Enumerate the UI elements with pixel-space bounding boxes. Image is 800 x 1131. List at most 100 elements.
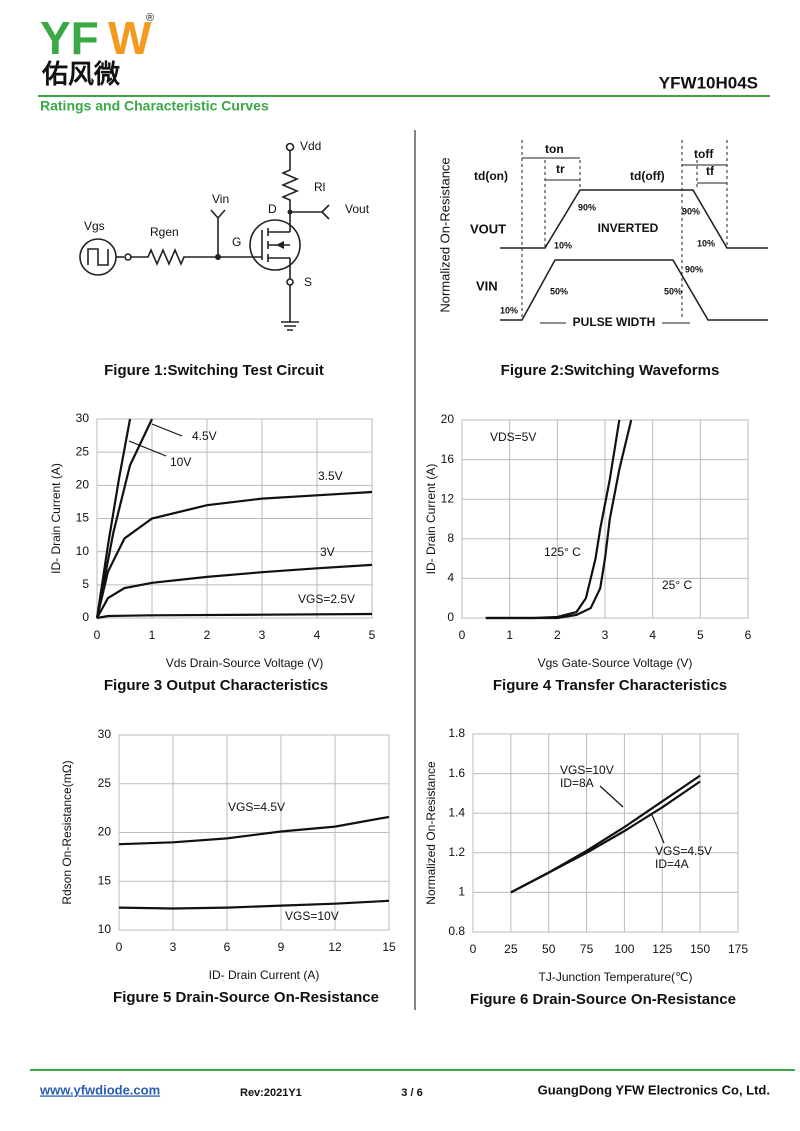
x-axis-label: ID- Drain Current (A) <box>209 968 320 982</box>
x-tick-label: 75 <box>580 942 594 956</box>
footer-website[interactable]: www.yfwdiode.com <box>39 1082 160 1097</box>
logo-right: W <box>108 12 152 64</box>
x-tick-label: 1 <box>506 628 513 642</box>
logo-subtitle: 佑风微 <box>41 59 120 89</box>
data-line <box>95 418 153 619</box>
figure-caption: Figure 1:Switching Test Circuit <box>104 362 324 379</box>
series-label: 3.5V <box>318 469 343 483</box>
x-axis-label: Vds Drain-Source Voltage (V) <box>166 656 323 670</box>
data-line <box>118 899 390 910</box>
figure-caption: Figure 3 Output Characteristics <box>104 677 328 694</box>
label-arrow <box>128 440 167 457</box>
logo-left: YF <box>40 12 99 64</box>
waveform-label: VIN <box>476 278 498 293</box>
x-tick-label: 2 <box>554 628 561 642</box>
waveform-label: 50% <box>664 286 682 296</box>
figure-caption: Figure 4 Transfer Characteristics <box>493 677 727 694</box>
x-tick-label: 0 <box>94 628 101 642</box>
x-tick-label: 6 <box>745 628 752 642</box>
footer-page: 3 / 6 <box>401 1087 422 1099</box>
switching-waveforms <box>500 140 768 324</box>
y-tick-label: 0 <box>82 610 89 624</box>
y-tick-label: 20 <box>441 412 455 426</box>
y-axis-label: ID- Drain Current (A) <box>424 464 438 575</box>
y-tick-label: 30 <box>76 411 90 425</box>
series-label: 10V <box>170 455 191 469</box>
waveform-label: td(off) <box>630 169 665 183</box>
y-tick-label: 1.2 <box>448 845 465 859</box>
plot-area <box>472 733 739 933</box>
series-label: VGS=10V <box>285 909 339 923</box>
x-tick-label: 0 <box>459 628 466 642</box>
waveform-label: PULSE WIDTH <box>573 315 656 329</box>
x-tick-label: 5 <box>369 628 376 642</box>
y-tick-label: 10 <box>98 922 112 936</box>
data-line <box>96 612 373 620</box>
x-tick-label: 150 <box>690 942 710 956</box>
x-tick-label: 15 <box>382 940 396 954</box>
y-tick-label: 20 <box>76 478 90 492</box>
x-tick-label: 6 <box>224 940 231 954</box>
circuit-label: Rgen <box>150 225 179 239</box>
x-tick-label: 12 <box>328 940 342 954</box>
annotation: VDS=5V <box>490 430 536 444</box>
y-tick-label: 1.4 <box>448 805 465 819</box>
data-line <box>118 815 390 846</box>
y-tick-label: 8 <box>447 531 454 545</box>
x-tick-label: 4 <box>314 628 321 642</box>
figure-caption: Figure 5 Drain-Source On-Resistance <box>113 989 379 1006</box>
x-tick-label: 175 <box>728 942 748 956</box>
y-tick-label: 15 <box>98 873 112 887</box>
waveform-label: tf <box>706 164 715 178</box>
series-label: VGS=4.5V <box>655 844 712 858</box>
x-tick-label: 100 <box>614 942 634 956</box>
circuit-label: Vdd <box>300 139 321 153</box>
switching-circuit <box>79 142 330 331</box>
label-arrow <box>599 785 624 808</box>
waveform-label: INVERTED <box>598 221 659 235</box>
data-line <box>95 418 132 619</box>
y-tick-label: 0.8 <box>448 924 465 938</box>
waveform-label: tr <box>556 162 565 176</box>
y-tick-label: 1.6 <box>448 766 465 780</box>
data-line <box>510 780 701 894</box>
x-tick-label: 5 <box>697 628 704 642</box>
y-tick-label: 4 <box>447 571 454 585</box>
y-tick-label: 25 <box>76 444 90 458</box>
x-tick-label: 2 <box>204 628 211 642</box>
x-tick-label: 3 <box>259 628 266 642</box>
label-arrow <box>151 423 183 437</box>
y-tick-label: 0 <box>447 610 454 624</box>
y-tick-label: 25 <box>98 776 112 790</box>
series-label: 25° C <box>662 578 692 592</box>
series-label: VGS=2.5V <box>298 592 355 606</box>
part-number: YFW10H04S <box>659 73 758 92</box>
figure-caption: Figure 6 Drain-Source On-Resistance <box>470 991 736 1008</box>
series-note: ID=8A <box>560 776 594 790</box>
series-label: 3V <box>320 545 335 559</box>
circuit-label: Vgs <box>84 219 105 233</box>
waveform-label: Normalized On-Resistance <box>437 157 452 312</box>
waveform-label: ton <box>545 142 564 156</box>
x-axis-label: Vgs Gate-Source Voltage (V) <box>538 656 693 670</box>
waveform-label: toff <box>694 147 714 161</box>
y-tick-label: 15 <box>76 511 90 525</box>
circuit-label: Vout <box>345 202 370 216</box>
circuit-label: G <box>232 235 241 249</box>
footer-revision: Rev:2021Y1 <box>240 1087 302 1099</box>
x-axis-label: TJ-Junction Temperature(℃) <box>539 970 693 984</box>
x-tick-label: 0 <box>116 940 123 954</box>
y-axis-label: Rdson On-Resistance(mΩ) <box>60 760 74 904</box>
y-tick-label: 1 <box>458 885 465 899</box>
waveform-label: 10% <box>554 240 572 250</box>
waveform-label: VOUT <box>470 221 506 236</box>
section-title: Ratings and Characteristic Curves <box>40 98 269 114</box>
data-line <box>96 563 373 619</box>
waveform-label: 10% <box>697 238 715 248</box>
x-tick-label: 50 <box>542 942 556 956</box>
waveform-label: td(on) <box>474 169 508 183</box>
footer-company: GuangDong YFW Electronics Co, Ltd. <box>538 1082 770 1097</box>
series-label: VGS=4.5V <box>228 800 285 814</box>
x-tick-label: 25 <box>504 942 518 956</box>
